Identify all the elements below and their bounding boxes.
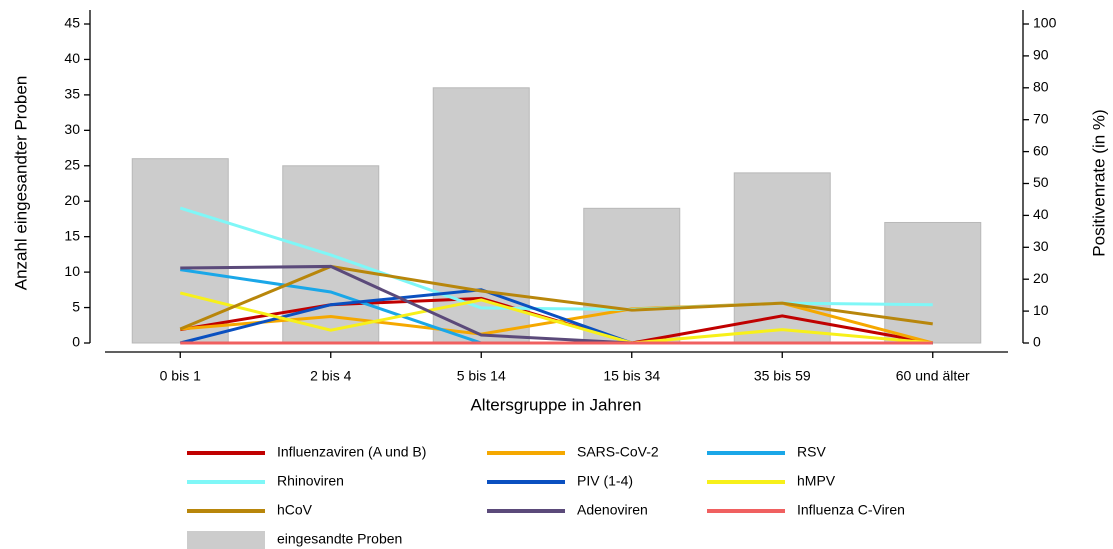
legend-swatch xyxy=(187,531,265,549)
y-tick-label: 5 xyxy=(72,298,80,314)
y-tick-label: 20 xyxy=(64,192,80,208)
y2-tick-label: 20 xyxy=(1033,270,1049,286)
legend-label: SARS-CoV-2 xyxy=(577,444,659,460)
y2-tick-label: 0 xyxy=(1033,334,1041,350)
y2-tick-label: 50 xyxy=(1033,174,1049,190)
y-tick-label: 35 xyxy=(64,86,80,102)
legend-label: RSV xyxy=(797,444,826,460)
legend-label: eingesandte Proben xyxy=(277,531,402,547)
y-axis-label: Anzahl eingesandter Proben xyxy=(11,76,30,291)
y-tick-label: 15 xyxy=(64,227,80,243)
x-tick-label: 2 bis 4 xyxy=(310,368,351,384)
x-tick-label: 5 bis 14 xyxy=(457,368,506,384)
y-tick-label: 10 xyxy=(64,263,80,279)
y2-tick-label: 30 xyxy=(1033,238,1049,254)
y-tick-label: 40 xyxy=(64,50,80,66)
x-axis-label: Altersgruppe in Jahren xyxy=(470,395,641,414)
bar xyxy=(432,87,530,344)
legend-label: hMPV xyxy=(797,473,836,489)
y-tick-label: 45 xyxy=(64,15,80,31)
line xyxy=(179,264,933,331)
x-tick-label: 0 bis 1 xyxy=(160,368,201,384)
bar xyxy=(733,172,831,344)
bar xyxy=(884,221,982,344)
x-tick-label: 60 und älter xyxy=(896,368,970,384)
bar xyxy=(583,207,681,344)
line xyxy=(179,291,933,345)
y2-tick-label: 10 xyxy=(1033,302,1049,318)
y2-tick-label: 60 xyxy=(1033,142,1049,158)
y2-tick-label: 40 xyxy=(1033,206,1049,222)
y-tick-label: 25 xyxy=(64,156,80,172)
y2-tick-label: 80 xyxy=(1033,79,1049,95)
legend-label: Adenoviren xyxy=(577,502,648,518)
y-tick-label: 0 xyxy=(72,334,80,350)
x-tick-label: 35 bis 59 xyxy=(754,368,811,384)
bar xyxy=(131,158,229,344)
y2-tick-label: 100 xyxy=(1033,15,1057,31)
y-tick-label: 30 xyxy=(64,121,80,137)
legend-label: PIV (1-4) xyxy=(577,473,633,489)
y2-tick-label: 90 xyxy=(1033,47,1049,63)
legend-label: Influenzaviren (A und B) xyxy=(277,444,426,460)
y2-axis-label: Positivenrate (in %) xyxy=(1089,109,1108,256)
x-tick-label: 15 bis 34 xyxy=(603,368,660,384)
y2-tick-label: 70 xyxy=(1033,110,1049,126)
line xyxy=(179,206,933,312)
legend-label: Rhinoviren xyxy=(277,473,344,489)
legend-label: Influenza C-Viren xyxy=(797,502,905,518)
legend-label: hCoV xyxy=(277,502,313,518)
